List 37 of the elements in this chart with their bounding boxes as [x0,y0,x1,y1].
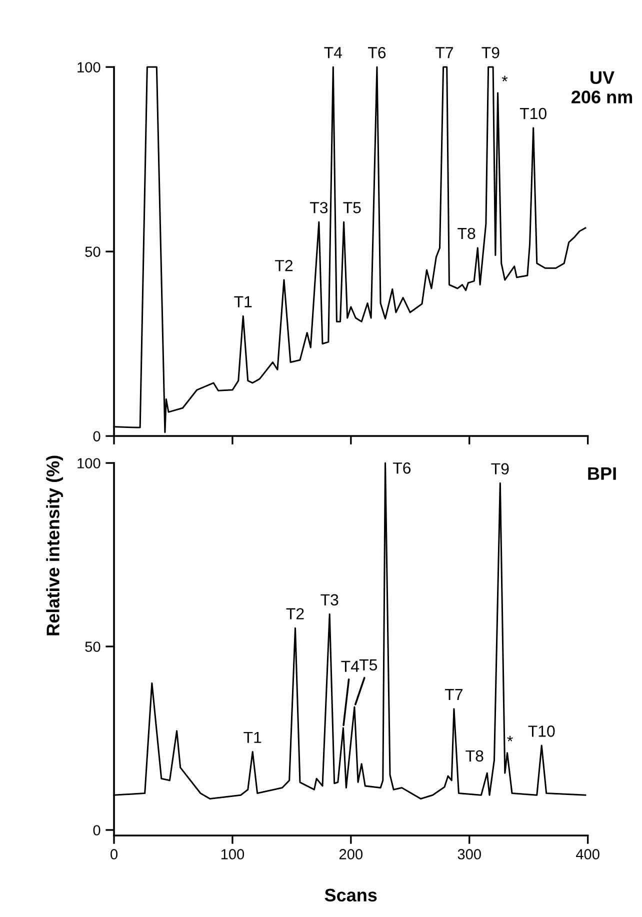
chart-title: BPI [588,467,616,480]
annotation: T10 [520,108,546,120]
annotation: T4 [341,660,360,672]
annotation: T5 [343,202,361,214]
y-tick-label: 50 [85,246,100,257]
y-axis-title: Relative intensity (%) [46,456,63,636]
y-tick-label: 100 [78,62,100,72]
annotation: T1 [244,732,262,743]
y-tick-label: 0 [93,431,100,442]
annotation: T2 [275,260,293,272]
y-tick-label: 100 [78,458,100,468]
x-axis-title: Scans [324,888,377,902]
x-tick-label: 400 [576,849,600,860]
y-tick-label: 0 [93,825,100,836]
annotation: T7 [436,47,454,58]
annotation: T5 [359,659,378,671]
annotation: T9 [491,463,509,474]
annotation: T8 [466,750,484,762]
annotation: T8 [458,228,476,240]
annotation: T9 [482,47,500,58]
annotation: T1 [234,296,252,308]
annotation: T3 [320,594,338,606]
x-tick-label: 100 [221,849,244,860]
annotation: T6 [392,462,411,474]
y-tick-label: 50 [85,642,100,652]
annotation: T7 [445,689,462,700]
annotation: * [507,736,513,742]
x-tick-label: 300 [458,849,481,860]
annotation: T3 [310,202,328,214]
annotation: T2 [286,608,304,620]
text: UV 206 nm [572,71,632,104]
x-tick-label: 0 [110,849,118,860]
annotation: T4 [324,47,342,58]
annotation: T10 [528,726,555,737]
annotation: T6 [368,47,386,58]
annotation: * [502,76,508,82]
x-tick-label: 200 [339,849,363,860]
